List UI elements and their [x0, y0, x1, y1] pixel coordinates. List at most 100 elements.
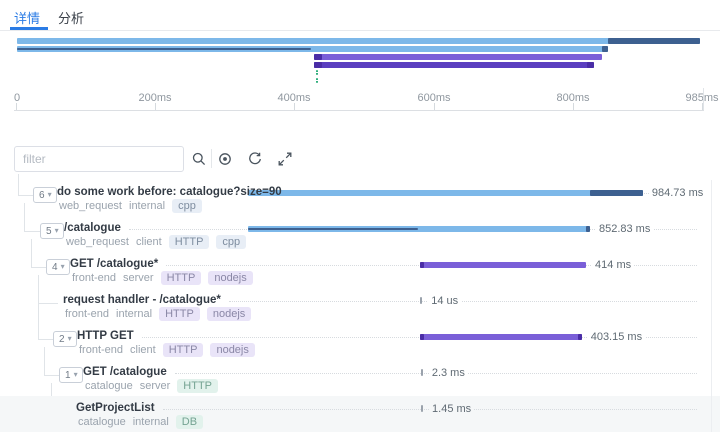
collapse-badge[interactable]: 6 ▾: [33, 187, 57, 203]
span-tag-pill: HTTP: [177, 379, 219, 393]
minimap-bar-segment: [608, 38, 700, 44]
span-duration-bar[interactable]: [420, 369, 423, 376]
span-row[interactable]: request handler - /catalogue* front-end in…: [0, 288, 720, 324]
span-tag: front-end: [79, 344, 124, 356]
minimap-bar-segment: [586, 62, 594, 68]
span-duration-bar[interactable]: [420, 262, 587, 268]
span-tag-pill: cpp: [172, 199, 202, 213]
span-tag: web_request: [66, 236, 129, 248]
span-row[interactable]: 4 ▾ GET /catalogue* front-end server HTTP node…: [0, 252, 720, 288]
minimap-bar[interactable]: [17, 46, 609, 52]
tree-connector: [18, 174, 19, 195]
minimap-bar-segment: [314, 54, 323, 60]
span-title: request handler - /catalogue*: [63, 294, 221, 306]
span-title: /catalogue: [64, 222, 121, 234]
chevron-down-icon: ▾: [54, 226, 59, 235]
span-tag: internal: [132, 416, 169, 428]
span-tag: internal: [129, 200, 166, 212]
axis-label: 200ms: [138, 92, 172, 104]
span-duration-bar[interactable]: [248, 190, 643, 196]
span-tags: catalogue internal DB: [78, 415, 210, 429]
minimap-bar-segment: [601, 46, 609, 52]
span-duration-bar[interactable]: [420, 297, 423, 304]
filter-input[interactable]: [14, 146, 184, 172]
minimap-bar[interactable]: [314, 62, 594, 68]
chevron-down-icon: ▾: [60, 262, 65, 271]
leader-line: [142, 337, 697, 338]
axis-tick: [434, 103, 435, 110]
span-tag: server: [139, 380, 171, 392]
span-tag-pill: cpp: [216, 235, 247, 249]
minimap-bar[interactable]: [315, 70, 318, 75]
axis-tick: [155, 103, 156, 110]
toolbar-divider: [211, 149, 212, 168]
span-tags: front-end client HTTP nodejs: [79, 343, 262, 357]
axis-right-border: [703, 88, 704, 110]
span-tags: front-end internal HTTP nodejs: [65, 307, 258, 321]
span-tag: client: [130, 344, 156, 356]
span-duration-label: 2.3 ms: [428, 367, 468, 379]
span-bar-segment: [589, 190, 643, 196]
span-duration-label: 414 ms: [592, 259, 635, 271]
span-row[interactable]: 5 ▾/catalogue web_request client HTTP cpp 852.…: [0, 216, 720, 252]
span-row[interactable]: 2 ▾ HTTP GET front-end client HTTP nodejs 403.1…: [0, 324, 720, 360]
span-tag: internal: [116, 308, 153, 320]
span-row[interactable]: 6 ▾ do some work before: catalogue?size=90…: [0, 180, 720, 216]
leader-line: [229, 301, 697, 302]
tab-analysis[interactable]: 分析: [58, 11, 85, 26]
axis-label: 985ms: [685, 92, 719, 104]
collapse-badge[interactable]: 1 ▾: [59, 367, 83, 383]
trace-minimap[interactable]: [0, 31, 720, 87]
time-axis: 0 200ms 400ms 600ms 800ms 985ms: [0, 87, 720, 127]
span-duration-bar[interactable]: [248, 226, 590, 232]
span-tag: web_request: [59, 200, 122, 212]
span-duration-bar[interactable]: [420, 334, 582, 340]
axis-label: 400ms: [277, 92, 311, 104]
expand-icon[interactable]: [274, 148, 296, 170]
minimap-bar[interactable]: [314, 54, 602, 60]
collapse-badge[interactable]: 5 ▾: [40, 223, 64, 239]
span-tag: catalogue: [85, 380, 133, 392]
axis-tick: [294, 103, 295, 110]
span-bar-segment: [420, 262, 425, 268]
tree-connector: [44, 375, 59, 376]
span-bar-segment: [577, 334, 582, 340]
collapse-badge[interactable]: 2 ▾: [53, 331, 77, 347]
span-tag: catalogue: [78, 416, 126, 428]
locate-icon[interactable]: [214, 148, 236, 170]
span-duration-label: 1.45 ms: [429, 403, 475, 415]
span-duration-label: 984.73 ms: [648, 187, 707, 199]
tree-connector: [24, 203, 25, 231]
span-title: GetProjectList: [76, 402, 155, 414]
span-tags: front-end server HTTP nodejs: [72, 271, 260, 285]
span-duration-label: 852.83 ms: [595, 223, 654, 235]
refresh-icon[interactable]: [244, 148, 266, 170]
span-tag: client: [136, 236, 162, 248]
span-row[interactable]: 1 ▾ GET /catalogue catalogue server HTTP 2.3 m…: [0, 360, 720, 396]
span-bar-segment: [586, 226, 590, 232]
axis-label: 800ms: [556, 92, 590, 104]
child-count: 1: [65, 369, 71, 381]
span-tags: catalogue server HTTP: [85, 379, 225, 393]
span-bar-segment: [248, 228, 419, 230]
axis-tick: [573, 103, 574, 110]
chevron-down-icon: ▾: [67, 334, 72, 343]
minimap-bar[interactable]: [17, 38, 700, 44]
tab-details[interactable]: 详情: [14, 11, 41, 26]
span-tag: front-end: [72, 272, 117, 284]
span-tag-pill: nodejs: [206, 307, 252, 321]
span-tag-pill: nodejs: [208, 271, 253, 285]
span-tag-pill: HTTP: [160, 271, 202, 285]
search-icon[interactable]: [188, 148, 210, 170]
span-duration-bar[interactable]: [421, 405, 424, 412]
span-tag-pill: HTTP: [162, 343, 204, 357]
minimap-bar[interactable]: [316, 78, 319, 83]
span-tag-pill: nodejs: [210, 343, 255, 357]
tree-connector: [31, 267, 46, 268]
collapse-badge[interactable]: 4 ▾: [46, 259, 70, 275]
minimap-bar-segment: [314, 62, 323, 68]
span-duration-label: 403.15 ms: [587, 331, 646, 343]
tree-connector: [24, 231, 40, 232]
span-row[interactable]: GetProjectList catalogue internal DB 1.45 ms: [0, 396, 720, 432]
